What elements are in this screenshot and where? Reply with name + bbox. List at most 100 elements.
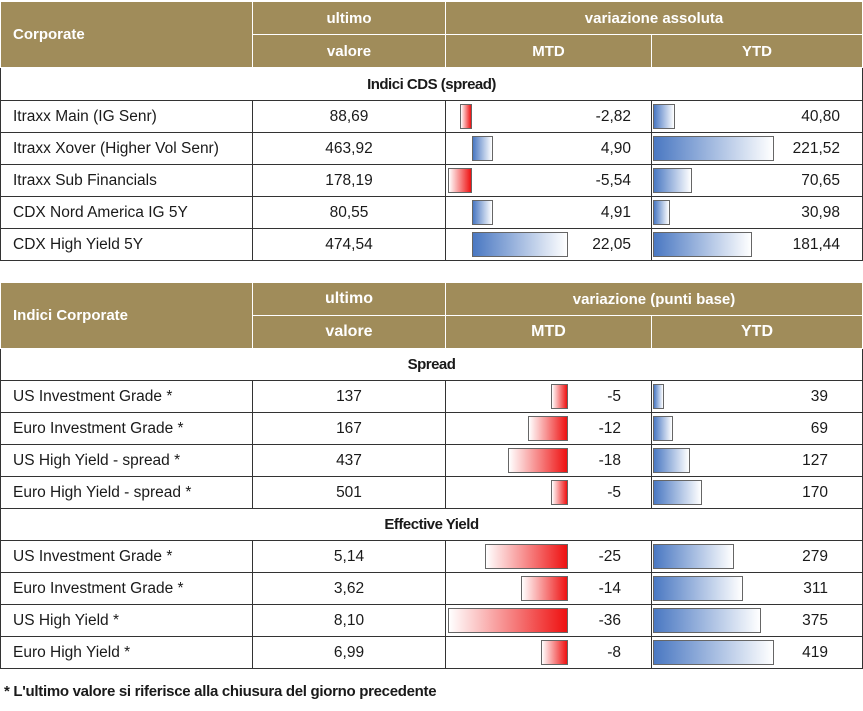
ytd-cell: 279: [650, 540, 863, 573]
table-row: Itraxx Xover (Higher Vol Senr) 463,92 4,90…: [0, 132, 863, 165]
section-title: Indici CDS (spread): [0, 67, 863, 101]
last-value: 8,10: [252, 604, 446, 637]
ytd-cell: 70,65: [651, 164, 863, 197]
mtd-value: -5: [607, 483, 621, 501]
mtd-bar: [448, 608, 568, 633]
mtd-cell: 4,90: [445, 132, 652, 165]
mtd-value: 22,05: [592, 235, 631, 253]
ytd-value: 127: [802, 451, 829, 469]
index-name: Itraxx Xover (Higher Vol Senr): [0, 132, 253, 165]
mtd-value: -5: [607, 387, 621, 405]
ytd-value: 39: [810, 387, 829, 405]
table-row: US Investment Grade * 5,14 -25 279: [0, 540, 863, 573]
header-variazione: variazione assoluta: [445, 1, 863, 35]
mtd-value: -8: [607, 643, 621, 661]
cds-table: Corporate ultimo variazione assoluta val…: [0, 1, 863, 261]
mtd-bar: [459, 104, 472, 129]
index-name: Euro Investment Grade *: [0, 412, 253, 445]
mtd-value: -12: [598, 419, 621, 437]
header-indici: Indici Corporate: [0, 282, 253, 349]
table-row: CDX Nord America IG 5Y 80,55 4,91 30,98: [0, 196, 863, 229]
ytd-cell: 375: [650, 604, 863, 637]
header-mtd: MTD: [445, 34, 652, 68]
ytd-value: 419: [802, 643, 829, 661]
mtd-cell: -14: [445, 572, 652, 605]
ytd-bar: [653, 200, 670, 225]
index-name: Itraxx Main (IG Senr): [0, 100, 253, 133]
index-name: Euro High Yield - spread *: [0, 476, 253, 509]
ytd-value: 311: [803, 579, 829, 597]
ytd-value: 375: [802, 611, 829, 629]
section-title: Effective Yield: [0, 508, 863, 541]
ytd-cell: 311: [650, 572, 863, 605]
ytd-value: 221,52: [792, 139, 840, 157]
mtd-cell: -2,82: [445, 100, 652, 133]
ytd-bar: [653, 168, 692, 193]
header-ultimo: ultimo: [252, 282, 446, 316]
mtd-cell: -18: [445, 444, 652, 477]
ytd-bar: [653, 104, 676, 129]
mtd-cell: -36: [445, 604, 652, 637]
header-valore: valore: [252, 34, 446, 68]
ytd-cell: 40,80: [651, 100, 863, 133]
ytd-bar: [653, 384, 665, 409]
ytd-bar: [653, 136, 774, 161]
ytd-value: 279: [802, 547, 829, 565]
mtd-cell: -12: [445, 412, 652, 445]
table-row: Euro Investment Grade * 3,62 -14 311: [0, 572, 863, 605]
mtd-bar: [528, 416, 568, 441]
header-mtd: MTD: [445, 315, 652, 349]
mtd-value: 4,91: [600, 203, 631, 221]
mtd-cell: 22,05: [445, 228, 652, 261]
index-name: Euro Investment Grade *: [0, 572, 253, 605]
last-value: 178,19: [252, 164, 446, 197]
last-value: 501: [252, 476, 446, 509]
header-valore: valore: [252, 315, 446, 349]
ytd-bar: [653, 544, 734, 569]
mtd-cell: -5: [445, 380, 652, 413]
header-ultimo: ultimo: [252, 1, 446, 35]
mtd-cell: -25: [445, 540, 652, 573]
mtd-value: -5,54: [595, 171, 631, 189]
last-value: 437: [252, 444, 446, 477]
ytd-bar: [653, 232, 753, 257]
mtd-cell: -8: [445, 636, 652, 669]
mtd-bar: [541, 640, 568, 665]
ytd-cell: 30,98: [651, 196, 863, 229]
ytd-bar: [653, 416, 673, 441]
footnote: * L'ultimo valore si riferisce alla chiu…: [4, 683, 437, 700]
mtd-cell: -5,54: [445, 164, 652, 197]
mtd-value: -36: [598, 611, 621, 629]
table-row: Euro High Yield - spread * 501 -5 170: [0, 476, 863, 509]
mtd-value: 4,90: [600, 139, 631, 157]
index-name: Euro High Yield *: [0, 636, 253, 669]
ytd-value: 170: [802, 483, 829, 501]
last-value: 3,62: [252, 572, 446, 605]
mtd-bar: [447, 168, 472, 193]
ytd-cell: 39: [650, 380, 863, 413]
ytd-cell: 127: [650, 444, 863, 477]
header-variazione: variazione (punti base): [444, 282, 863, 316]
last-value: 6,99: [252, 636, 446, 669]
ytd-value: 40,80: [801, 107, 840, 125]
mtd-value: -25: [598, 547, 621, 565]
ytd-bar: [653, 640, 774, 665]
ytd-bar: [653, 448, 690, 473]
index-name: CDX High Yield 5Y: [0, 228, 253, 261]
last-value: 463,92: [252, 132, 446, 165]
ytd-value: 181,44: [792, 235, 840, 253]
table-row: US High Yield - spread * 437 -18 127: [0, 444, 863, 477]
table-row: US Investment Grade * 137 -5 39: [0, 380, 863, 413]
mtd-bar: [551, 384, 568, 409]
table-row: Euro High Yield * 6,99 -8 419: [0, 636, 863, 669]
mtd-bar: [472, 136, 494, 161]
index-name: US Investment Grade *: [0, 380, 253, 413]
mtd-value: -18: [598, 451, 621, 469]
header-corporate: Corporate: [0, 1, 253, 68]
last-value: 80,55: [252, 196, 446, 229]
ytd-bar: [653, 480, 703, 505]
last-value: 137: [252, 380, 446, 413]
table-row: Euro Investment Grade * 167 -12 69: [0, 412, 863, 445]
mtd-bar: [472, 232, 568, 257]
mtd-bar: [508, 448, 568, 473]
